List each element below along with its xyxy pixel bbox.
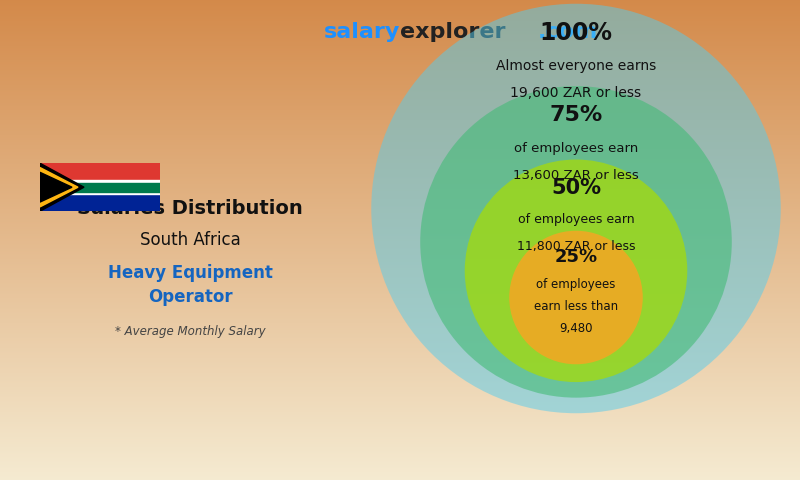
Text: 75%: 75% [550,105,602,125]
Text: 13,600 ZAR or less: 13,600 ZAR or less [513,168,639,181]
Text: 100%: 100% [539,21,613,45]
Bar [40,183,160,192]
Text: South Africa: South Africa [140,231,240,249]
Text: explorer: explorer [400,22,506,42]
Text: of employees earn: of employees earn [518,213,634,226]
Circle shape [510,231,642,364]
Text: 25%: 25% [554,249,598,266]
Text: Heavy Equipment
Operator: Heavy Equipment Operator [107,264,273,307]
Polygon shape [40,163,84,211]
Text: of employees: of employees [536,277,616,291]
Text: salary: salary [324,22,400,42]
Bar [40,180,160,194]
Bar [40,187,160,211]
Text: 50%: 50% [551,179,601,198]
Circle shape [465,159,687,382]
Bar [40,163,160,187]
Text: Salaries Distribution: Salaries Distribution [77,199,303,217]
Polygon shape [40,172,72,202]
Text: 19,600 ZAR or less: 19,600 ZAR or less [510,86,642,100]
Text: Almost everyone earns: Almost everyone earns [496,59,656,73]
Text: 11,800 ZAR or less: 11,800 ZAR or less [517,240,635,253]
Text: of employees earn: of employees earn [514,142,638,155]
Text: * Average Monthly Salary: * Average Monthly Salary [114,325,266,338]
Polygon shape [40,168,78,207]
Text: 9,480: 9,480 [559,322,593,335]
Circle shape [371,4,781,413]
Text: earn less than: earn less than [534,300,618,313]
Text: .com: .com [538,22,598,42]
Circle shape [420,86,732,397]
